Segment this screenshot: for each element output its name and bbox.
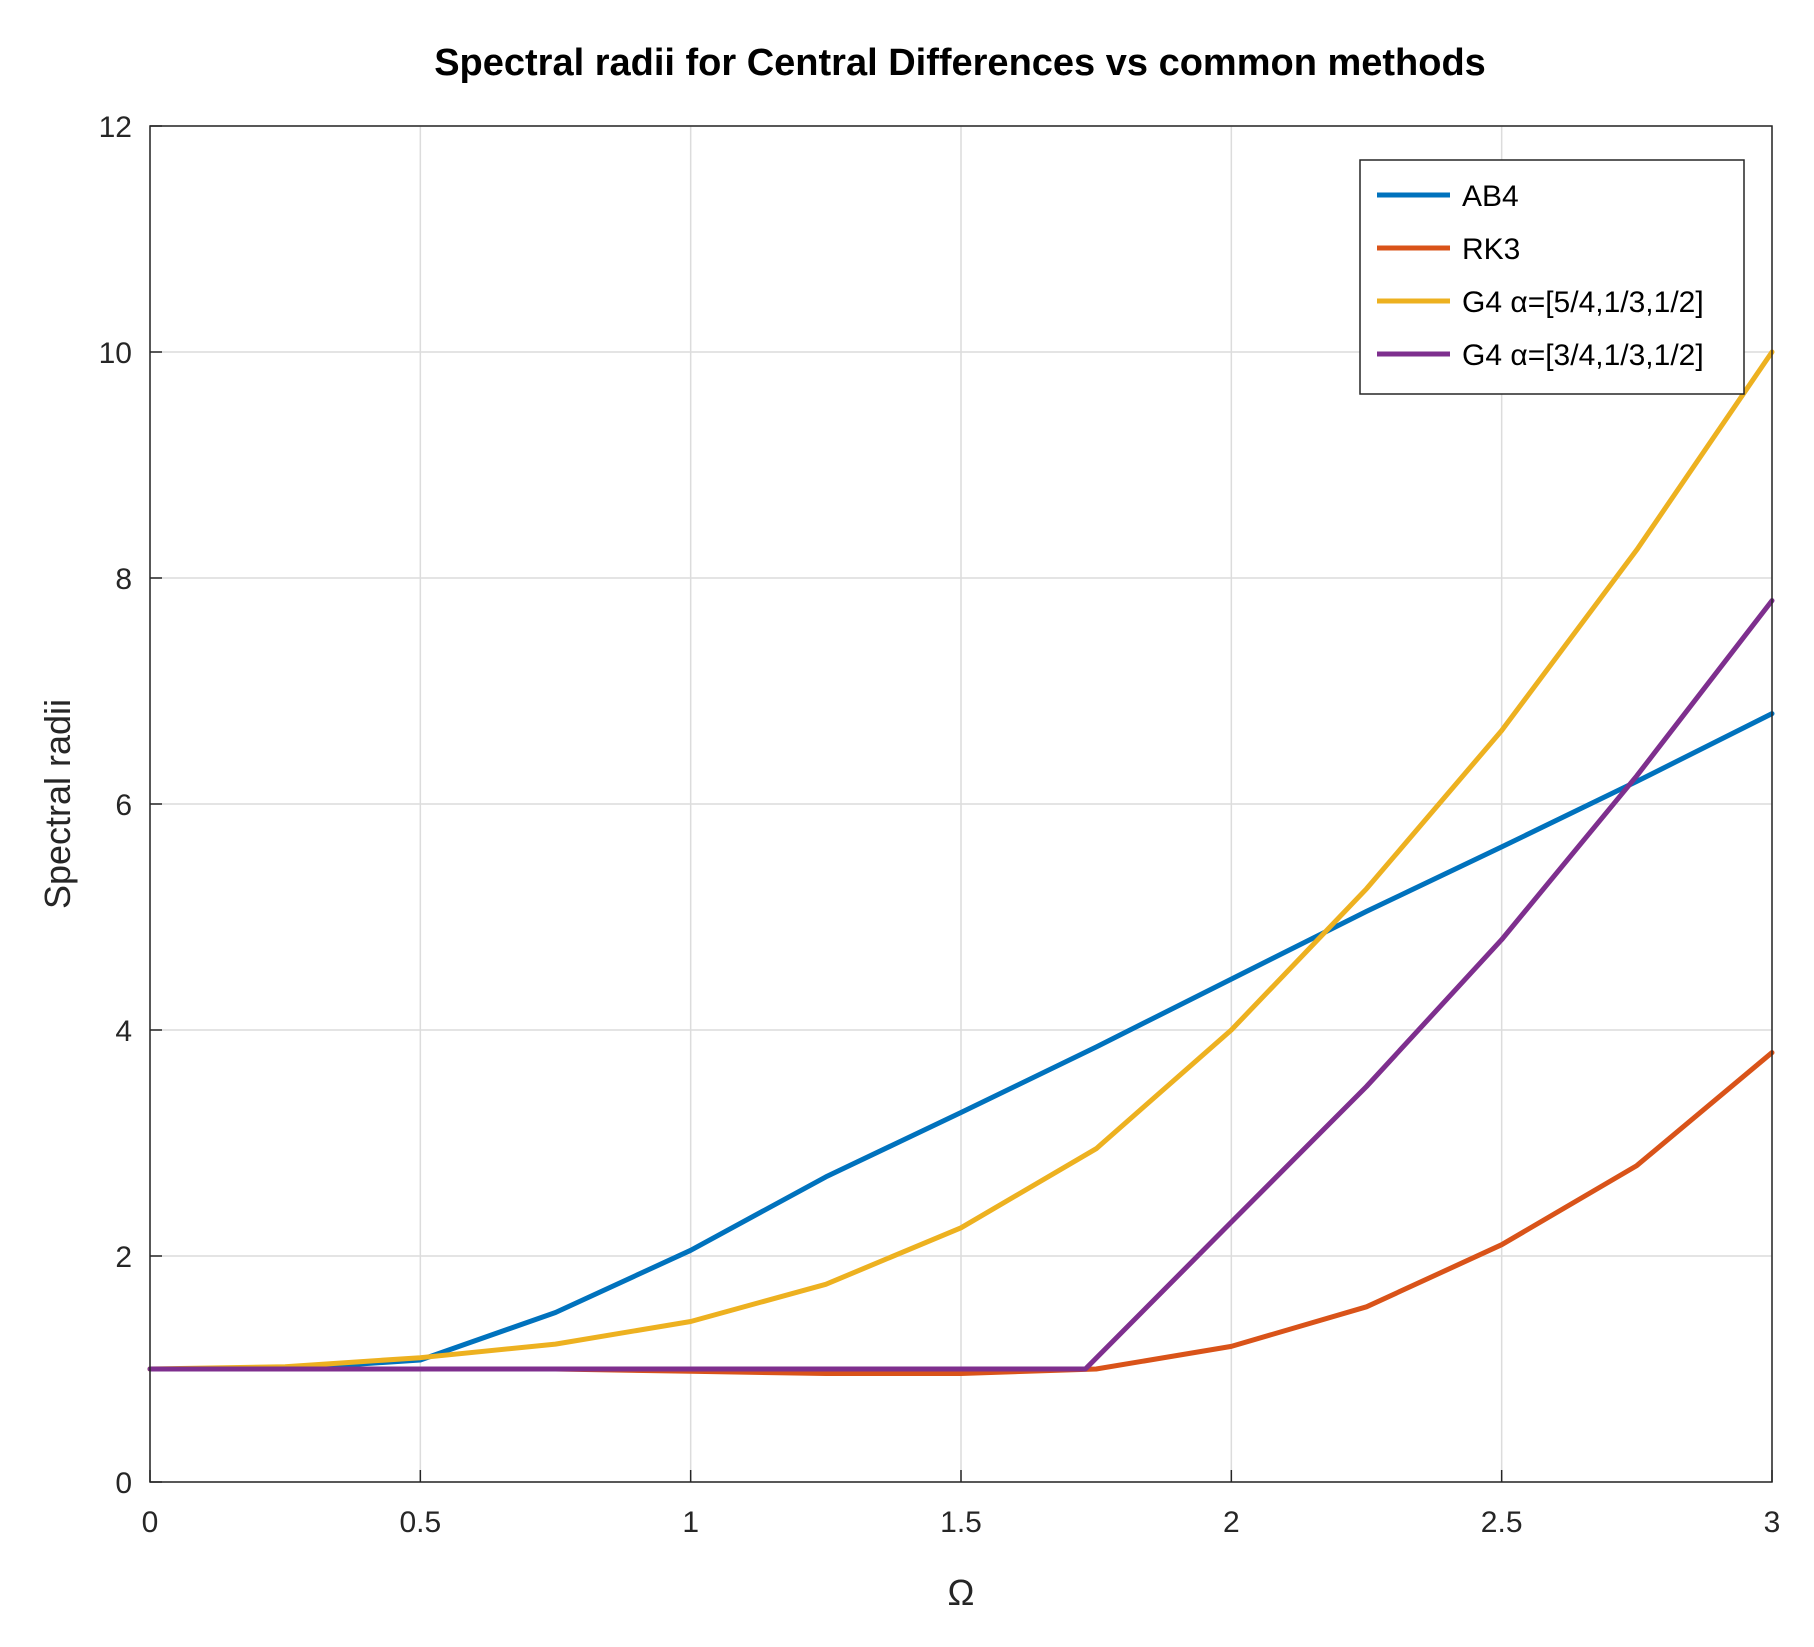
x-tick-label: 1.5 bbox=[940, 1506, 982, 1539]
legend-label: G4 α=[3/4,1/3,1/2] bbox=[1462, 339, 1704, 372]
y-tick-label: 8 bbox=[115, 563, 132, 596]
series-layer bbox=[147, 349, 1775, 1376]
series-line-g4-5-4-1-3-1-2- bbox=[147, 349, 1775, 1372]
x-tick-label: 2 bbox=[1223, 1506, 1240, 1539]
y-tick-label: 2 bbox=[115, 1241, 132, 1274]
x-tick-label: 3 bbox=[1764, 1506, 1781, 1539]
legend: AB4 RK3 G4 α=[5/4,1/3,1/2] G4 α=[3/4,1/3,1/… bbox=[1359, 159, 1745, 395]
legend-label: G4 α=[5/4,1/3,1/2] bbox=[1462, 286, 1704, 319]
chart-title: Spectral radii for Central Differences v… bbox=[434, 42, 1486, 84]
x-tick-label: 0 bbox=[142, 1506, 159, 1539]
ticks: 0 0.5 1 1.5 2 2.5 3 0 2 4 6 8 10 12 bbox=[99, 111, 1781, 1539]
y-tick-label: 4 bbox=[115, 1015, 132, 1048]
x-axis-label: Ω bbox=[948, 1572, 975, 1613]
x-tick-label: 2.5 bbox=[1481, 1506, 1523, 1539]
y-tick-label: 0 bbox=[115, 1467, 132, 1500]
x-tick-label: 0.5 bbox=[399, 1506, 441, 1539]
y-tick-label: 6 bbox=[115, 789, 132, 822]
legend-label: AB4 bbox=[1462, 180, 1519, 213]
legend-entries: AB4 RK3 G4 α=[5/4,1/3,1/2] G4 α=[3/4,1/3,1/… bbox=[1377, 180, 1704, 372]
legend-label: RK3 bbox=[1462, 233, 1520, 266]
y-tick-label: 10 bbox=[99, 337, 132, 370]
x-tick-label: 1 bbox=[682, 1506, 699, 1539]
series-line-g4-3-4-1-3-1-2- bbox=[147, 598, 1775, 1372]
y-axis-label: Spectral radii bbox=[37, 699, 78, 909]
y-tick-label: 12 bbox=[99, 111, 132, 144]
